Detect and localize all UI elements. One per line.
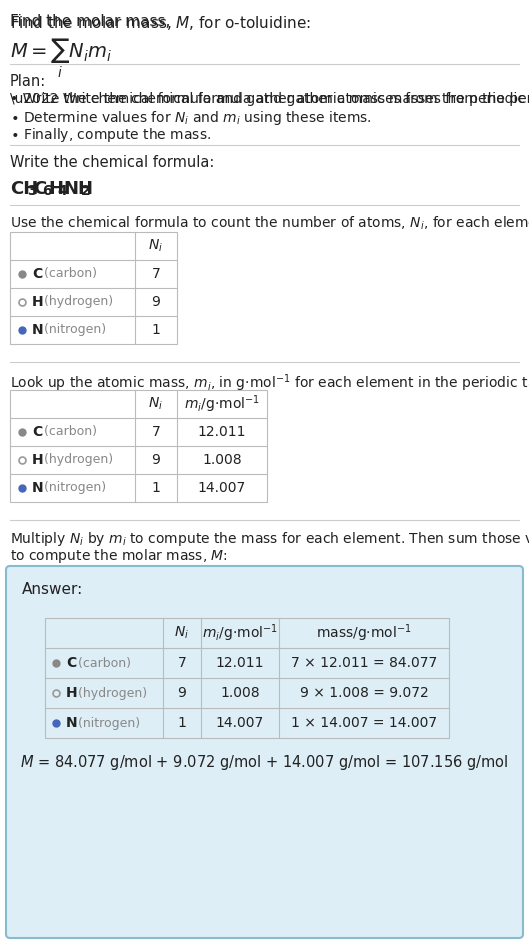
Text: $m_i$/g$\cdot$mol$^{-1}$: $m_i$/g$\cdot$mol$^{-1}$ — [202, 623, 278, 643]
Text: C: C — [32, 267, 42, 281]
Text: N: N — [66, 716, 78, 730]
Text: (hydrogen): (hydrogen) — [40, 296, 113, 308]
Text: 1.008: 1.008 — [202, 453, 242, 467]
Text: 7: 7 — [152, 267, 160, 281]
Text: $N_i$: $N_i$ — [149, 396, 163, 413]
Text: CH: CH — [10, 180, 38, 198]
Text: \u2022 Write the chemical formula and gather atomic masses from the periodic tab: \u2022 Write the chemical formula and ga… — [10, 92, 529, 106]
Text: (hydrogen): (hydrogen) — [40, 453, 113, 466]
Text: (nitrogen): (nitrogen) — [40, 481, 106, 495]
Text: $\bullet$ Finally, compute the mass.: $\bullet$ Finally, compute the mass. — [10, 126, 211, 144]
Text: (carbon): (carbon) — [40, 268, 96, 281]
Text: 3: 3 — [28, 184, 37, 198]
Text: $N_i$: $N_i$ — [175, 625, 189, 642]
Text: (carbon): (carbon) — [74, 657, 131, 670]
Text: $\bullet$ Determine values for $N_i$ and $m_i$ using these items.: $\bullet$ Determine values for $N_i$ and… — [10, 109, 372, 127]
Text: 4: 4 — [57, 184, 67, 198]
Text: $m_i$/g$\cdot$mol$^{-1}$: $m_i$/g$\cdot$mol$^{-1}$ — [184, 393, 260, 414]
Text: Find the molar mass,: Find the molar mass, — [10, 14, 175, 29]
Text: Look up the atomic mass, $m_i$, in g$\cdot$mol$^{-1}$ for each element in the pe: Look up the atomic mass, $m_i$, in g$\cd… — [10, 372, 529, 394]
Text: (carbon): (carbon) — [40, 426, 96, 438]
Text: 9: 9 — [152, 295, 160, 309]
Bar — [10, 232, 177, 344]
Text: 14.007: 14.007 — [198, 481, 246, 495]
Text: $N_i$: $N_i$ — [149, 237, 163, 254]
Text: H: H — [32, 453, 43, 467]
Text: 14.007: 14.007 — [216, 716, 264, 730]
Text: C: C — [34, 180, 47, 198]
Text: H: H — [32, 295, 43, 309]
Text: Write the chemical formula:: Write the chemical formula: — [10, 155, 214, 170]
Text: $M = \sum_i N_i m_i$: $M = \sum_i N_i m_i$ — [10, 37, 112, 80]
Text: 7: 7 — [152, 425, 160, 439]
Text: (hydrogen): (hydrogen) — [74, 687, 147, 700]
Text: 12.011: 12.011 — [198, 425, 247, 439]
Text: 1: 1 — [152, 481, 160, 495]
Text: 9: 9 — [178, 686, 186, 700]
Text: (nitrogen): (nitrogen) — [74, 717, 140, 729]
Text: 1 × 14.007 = 14.007: 1 × 14.007 = 14.007 — [291, 716, 437, 730]
Bar — [10, 390, 267, 502]
Text: 9 × 1.008 = 9.072: 9 × 1.008 = 9.072 — [299, 686, 428, 700]
Text: N: N — [32, 323, 43, 337]
Text: C: C — [66, 656, 76, 670]
Text: (nitrogen): (nitrogen) — [40, 323, 106, 336]
Text: $M$ = 84.077 g/mol + 9.072 g/mol + 14.007 g/mol = 107.156 g/mol: $M$ = 84.077 g/mol + 9.072 g/mol + 14.00… — [20, 754, 509, 772]
Text: Use the chemical formula to count the number of atoms, $N_i$, for each element:: Use the chemical formula to count the nu… — [10, 215, 529, 233]
Text: 6: 6 — [42, 184, 52, 198]
Text: Plan:: Plan: — [10, 74, 46, 89]
Text: mass/g$\cdot$mol$^{-1}$: mass/g$\cdot$mol$^{-1}$ — [316, 623, 412, 643]
Text: • Write the chemical formula and gather atomic masses from the periodic table.: • Write the chemical formula and gather … — [10, 92, 529, 106]
Text: to compute the molar mass, $M$:: to compute the molar mass, $M$: — [10, 547, 228, 565]
Bar — [45, 618, 449, 738]
Text: 9: 9 — [152, 453, 160, 467]
Text: C: C — [32, 425, 42, 439]
Text: Multiply $N_i$ by $m_i$ to compute the mass for each element. Then sum those val: Multiply $N_i$ by $m_i$ to compute the m… — [10, 530, 529, 548]
Text: Answer:: Answer: — [22, 582, 83, 597]
Text: 7 × 12.011 = 84.077: 7 × 12.011 = 84.077 — [291, 656, 437, 670]
Text: 1: 1 — [178, 716, 186, 730]
Text: 1.008: 1.008 — [220, 686, 260, 700]
Text: H: H — [66, 686, 78, 700]
Text: Find the molar mass, $M$, for o-toluidine:: Find the molar mass, $M$, for o-toluidin… — [10, 14, 311, 32]
Text: 7: 7 — [178, 656, 186, 670]
Text: N: N — [32, 481, 43, 495]
Text: 1: 1 — [152, 323, 160, 337]
Text: 12.011: 12.011 — [216, 656, 264, 670]
Text: 2: 2 — [81, 184, 90, 198]
Text: H: H — [48, 180, 63, 198]
Text: NH: NH — [63, 180, 93, 198]
FancyBboxPatch shape — [6, 566, 523, 938]
